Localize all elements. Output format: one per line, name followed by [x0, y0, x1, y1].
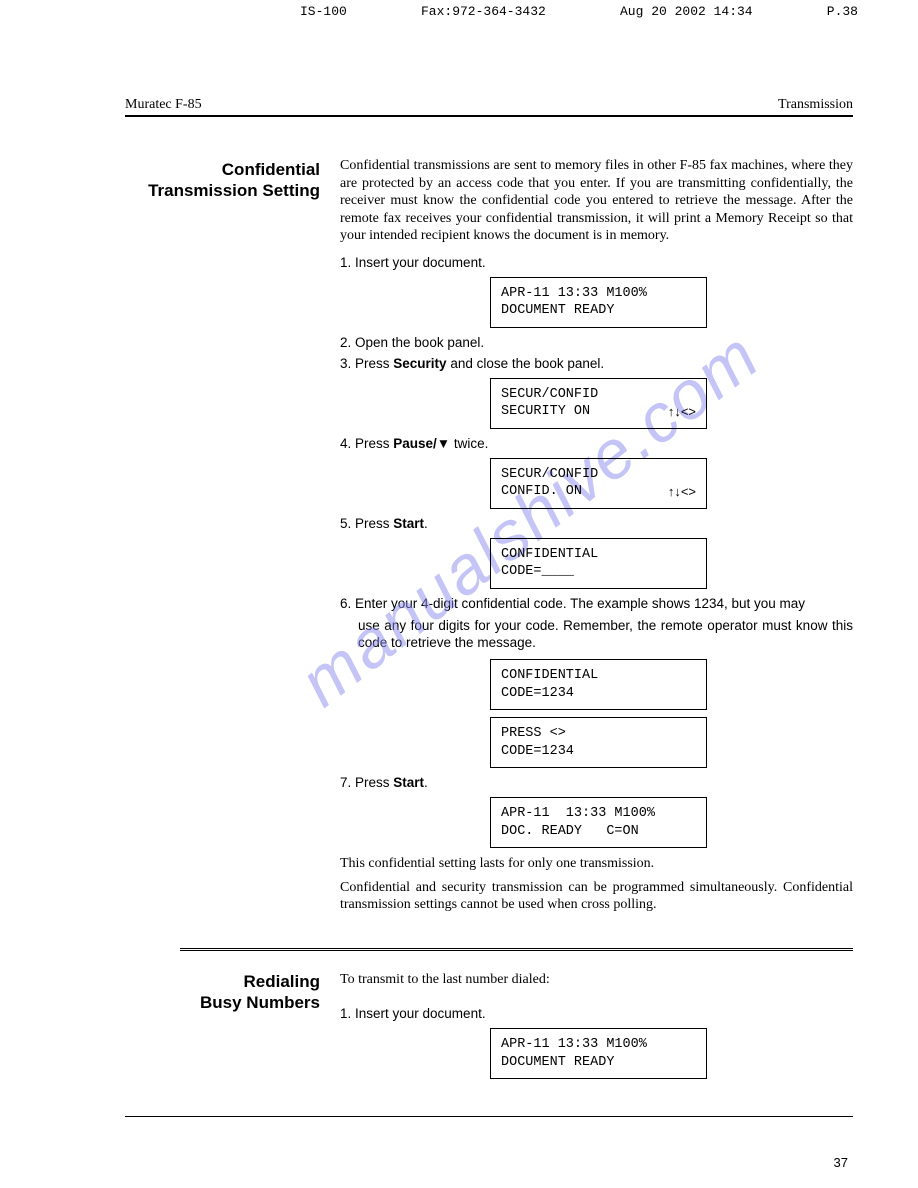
note-2: Confidential and security transmission c… — [340, 879, 853, 914]
step-7: 7. Press Start. — [340, 775, 853, 790]
section-heading-redialing: Redialing Busy Numbers — [125, 969, 340, 1014]
display-box-redial-1: APR-11 13:33 M100% DOCUMENT READY — [490, 1028, 707, 1079]
intro-redial: To transmit to the last number dialed: — [340, 971, 853, 989]
fax-header: IS-100 Fax:972-364-3432 Aug 20 2002 14:3… — [0, 0, 918, 19]
fax-number: Fax:972-364-3432 — [421, 4, 546, 19]
step-6b: use any four digits for your code. Remem… — [340, 617, 853, 652]
page-header-left: Muratec F-85 — [125, 97, 202, 113]
section-divider — [180, 948, 853, 951]
display-box-6: PRESS <> CODE=1234 — [490, 717, 707, 768]
note-1: This confidential setting lasts for only… — [340, 855, 853, 873]
display-box-7: APR-11 13:33 M100% DOC. READY C=ON — [490, 797, 707, 848]
display-box-5: CONFIDENTIAL CODE=1234 — [490, 659, 707, 710]
display-box-4: CONFIDENTIAL CODE=____ — [490, 538, 707, 589]
section-heading-confidential: Confidential Transmission Setting — [125, 157, 340, 202]
arrow-icon: ↑↓<> — [668, 404, 696, 421]
section-confidential: Confidential Transmission Setting Confid… — [125, 157, 853, 920]
display-box-3: SECUR/CONFID CONFID. ON↑↓<> — [490, 458, 707, 509]
page-header-right: Transmission — [778, 97, 853, 113]
step-3: 3. Press Security and close the book pan… — [340, 356, 853, 371]
display-box-1: APR-11 13:33 M100% DOCUMENT READY — [490, 277, 707, 328]
step-4: 4. Press Pause/▼ twice. — [340, 436, 853, 451]
step-6: 6. Enter your 4-digit confidential code.… — [340, 596, 853, 611]
display-box-2: SECUR/CONFID SECURITY ON↑↓<> — [490, 378, 707, 429]
page-header: Muratec F-85 Transmission — [125, 97, 853, 117]
intro-text: Confidential transmissions are sent to m… — [340, 157, 853, 245]
bottom-rule — [125, 1116, 853, 1117]
fax-page: P.38 — [827, 4, 858, 19]
step-1: 1. Insert your document. — [340, 255, 853, 270]
fax-date: Aug 20 2002 14:34 — [620, 4, 753, 19]
step-redial-1: 1. Insert your document. — [340, 1006, 853, 1021]
step-2: 2. Open the book panel. — [340, 335, 853, 350]
page-number: 37 — [834, 1155, 848, 1170]
step-5: 5. Press Start. — [340, 516, 853, 531]
section-redialing: Redialing Busy Numbers To transmit to th… — [125, 969, 853, 1087]
arrow-icon: ↑↓<> — [668, 484, 696, 501]
fax-device: IS-100 — [300, 4, 347, 19]
